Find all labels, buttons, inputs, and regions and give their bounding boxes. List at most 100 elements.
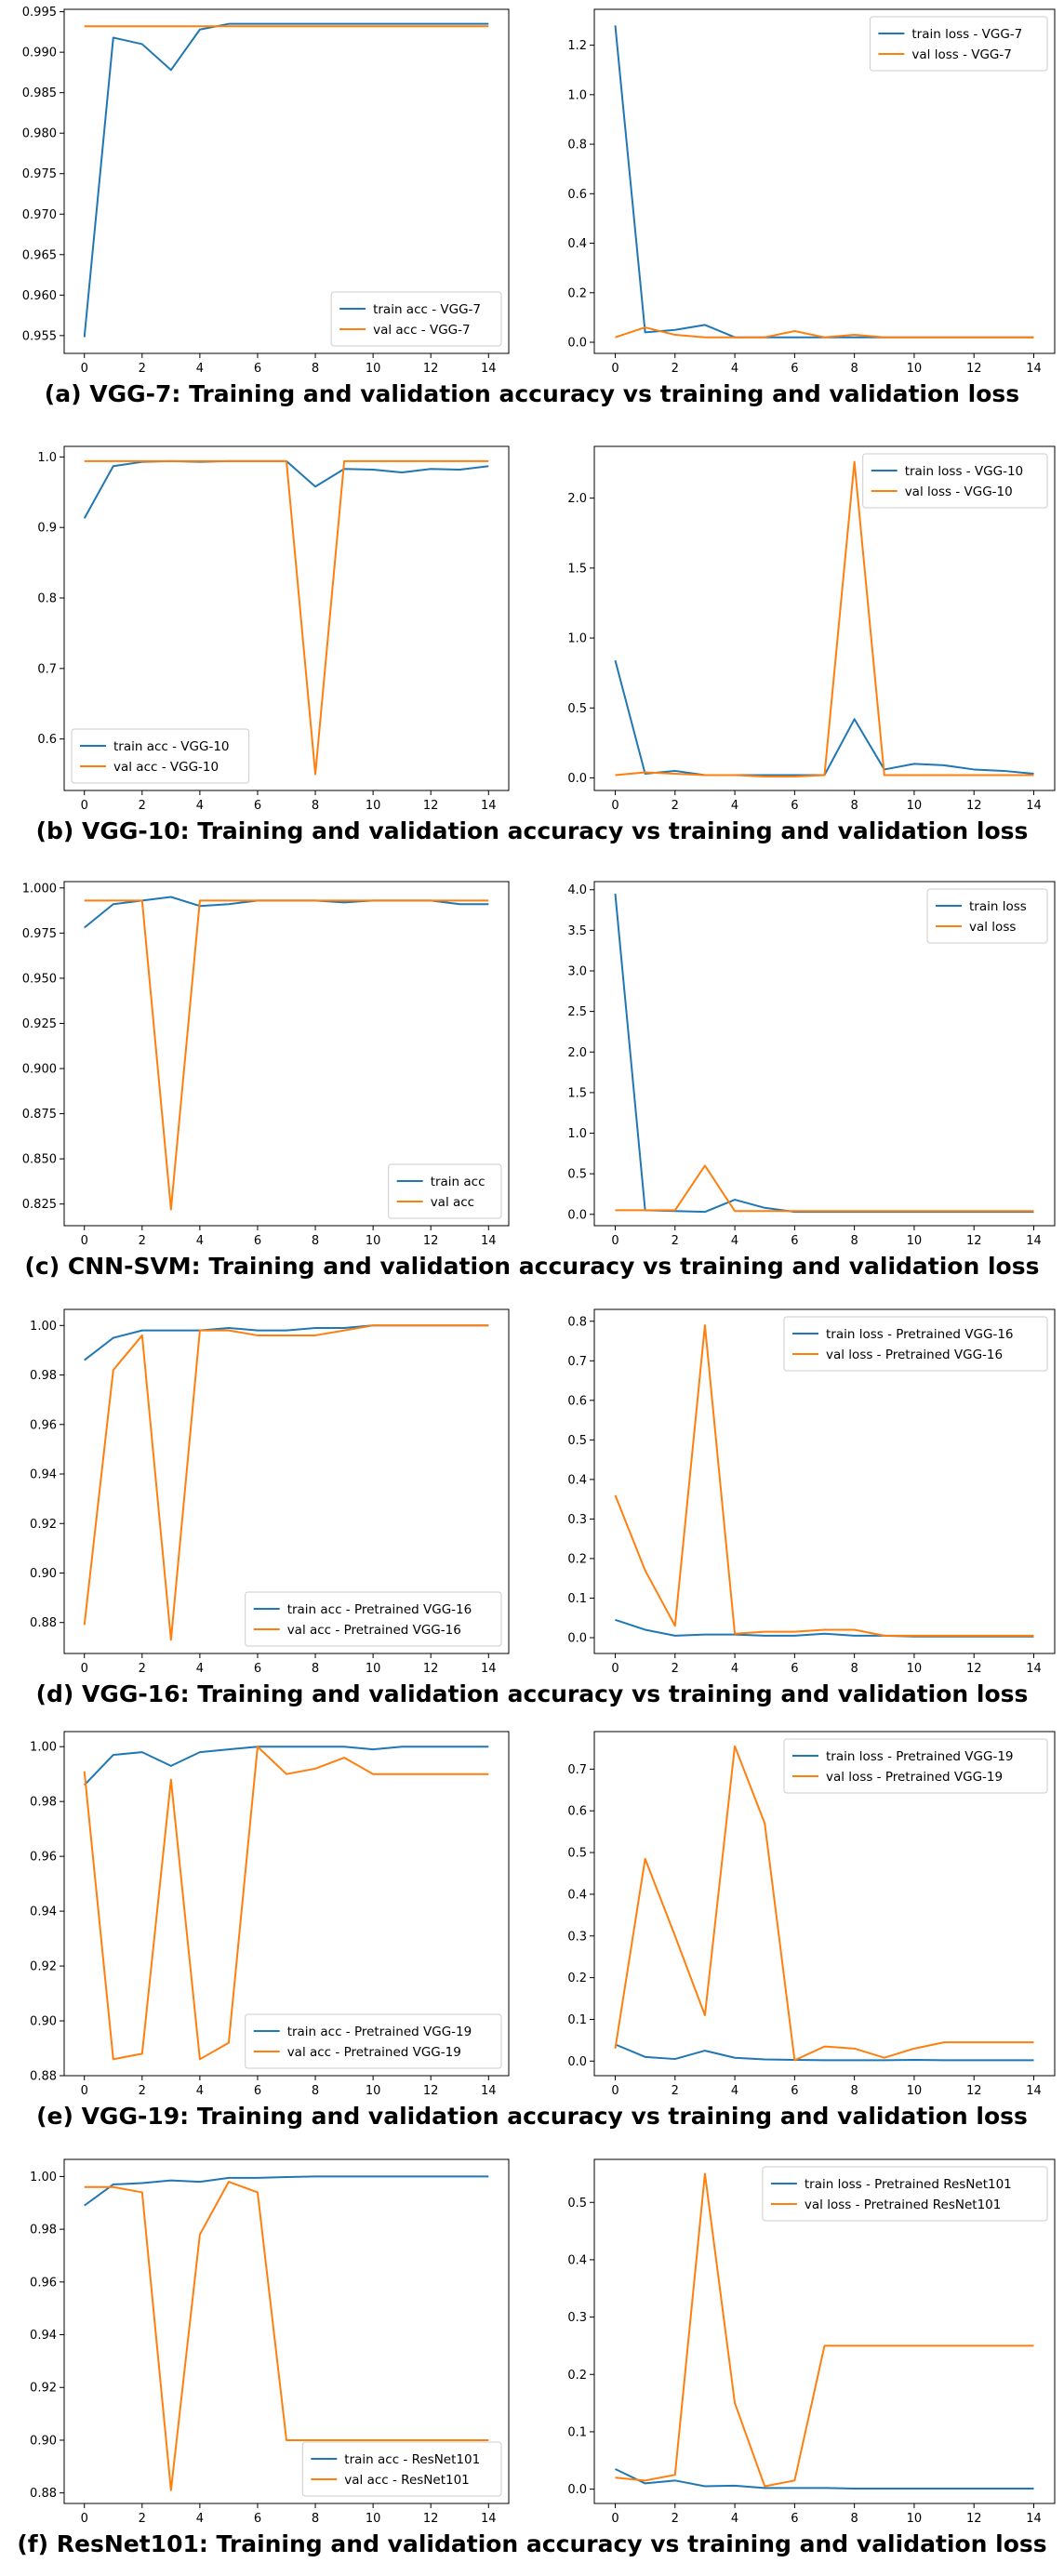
row1-loss-xtick-label: 8	[851, 799, 858, 813]
row5-loss-xtick-label: 14	[1026, 2512, 1042, 2526]
row1-acc-chart: 0 2 4 6 8 10 12 14 0.6 0.7 0.8 0.9 1.0 train acc - VG…	[37, 445, 510, 813]
row5-loss-xtick-label: 2	[672, 2512, 679, 2526]
row0-acc-ytick-label: 0.990	[22, 46, 57, 60]
row1-loss-series-train	[614, 659, 1034, 777]
row4-loss-ytick-label: 0.3	[567, 1930, 587, 1944]
row5-acc-legend-box	[301, 2441, 502, 2497]
row5-acc-series-val	[84, 2181, 489, 2491]
row0-loss-plot-frame	[593, 8, 1056, 354]
row2-loss-xtick-label: 2	[672, 1234, 679, 1248]
row3-loss-xtick-label: 10	[907, 1662, 923, 1676]
row5-loss-xtick-label: 4	[731, 2512, 738, 2526]
row4-loss-series-train	[615, 2043, 1034, 2062]
row3-acc-legend-box	[245, 1591, 502, 1647]
row0-acc-ytick-label: 0.955	[22, 329, 57, 343]
row2-loss-ytick-label: 0.5	[567, 1168, 587, 1182]
row2-loss-legend-box	[926, 888, 1048, 944]
row4-loss-legend-label-val: val loss - Pretrained VGG-19	[826, 1770, 1003, 1785]
row4-loss-xtick-label: 0	[611, 2084, 618, 2098]
row4-acc-legend-label-train: train acc - Pretrained VGG-19	[287, 2025, 472, 2039]
row5-acc-legend-label-train: train acc - ResNet101	[344, 2452, 480, 2467]
row2-loss-ytick-label: 1.0	[567, 1127, 587, 1141]
row0-acc-legend-box	[330, 291, 502, 347]
row3-acc-ytick-label: 0.96	[30, 1418, 57, 1432]
row3-acc-ytick-label: 0.92	[30, 1518, 57, 1532]
row4-loss-ytick-label: 0.6	[567, 1805, 587, 1819]
row3-loss-series-train	[615, 1618, 1034, 1638]
row0-acc-xtick-label: 12	[423, 362, 439, 376]
row0-acc-legend: train acc - VGG-7 val acc - VGG-7	[330, 291, 502, 347]
row3-acc-xtick-label: 10	[366, 1662, 381, 1676]
row5-acc-ytick-label: 0.96	[30, 2276, 57, 2290]
row4-acc-ytick-label: 0.96	[30, 1851, 57, 1865]
row3-loss-xtick-label: 8	[851, 1662, 858, 1676]
row3-acc-chart: 0 2 4 6 8 10 12 14 0.88 0.90 0.92 0.94 0.96 0.98 1.00 t…	[30, 1308, 510, 1676]
row1-loss-xtick-label: 0	[611, 799, 618, 813]
row1-acc-ytick-label: 0.8	[37, 592, 57, 606]
row5-loss-ytick-label: 0.1	[567, 2425, 587, 2439]
row0-acc-legend-label-val: val acc - VGG-7	[373, 323, 471, 338]
row3-loss-ytick-label: 0.1	[567, 1592, 587, 1606]
row3-loss-ytick-label: 0.5	[567, 1434, 587, 1448]
row4-loss-ytick-label: 0.4	[567, 1888, 587, 1902]
row4-acc-plot-frame	[63, 1731, 510, 2077]
row1-acc-legend-label-val: val acc - VGG-10	[113, 760, 219, 775]
row0-loss-legend: train loss - VGG-7 val loss - VGG-7	[869, 16, 1048, 72]
row2-acc-xtick-label: 14	[481, 1234, 497, 1248]
row2-loss-chart: 0 2 4 6 8 10 12 14 0.0 0.5 1.0 1.5 2.0 2.5 3.0 3.5 4.0 tr…	[567, 881, 1056, 1248]
row3-loss-legend-label-train: train loss - Pretrained VGG-16	[826, 1327, 1014, 1342]
row4-acc-ytick-label: 0.92	[30, 1960, 57, 1974]
row0-acc-ytick-label: 0.980	[22, 127, 57, 141]
row0-acc-xtick-label: 6	[254, 362, 261, 376]
row3-acc-plot-frame	[63, 1308, 510, 1654]
row0-acc-ytick-label: 0.975	[22, 167, 57, 181]
row2-acc-xtick-label: 10	[366, 1234, 381, 1248]
row2-acc-xtick-label: 4	[196, 1234, 204, 1248]
row5-loss-series-train	[615, 2468, 1034, 2490]
row1-acc-xtick-label: 6	[254, 799, 261, 813]
row0-acc-xtick-label: 2	[139, 362, 146, 376]
row0-loss-xtick-label: 4	[731, 362, 738, 376]
row0-loss-legend-label-val: val loss - VGG-7	[911, 47, 1011, 62]
row3-loss-xtick-label: 2	[672, 1662, 679, 1676]
row0-acc-xtick-label: 0	[81, 362, 88, 376]
row1-loss-ytick-label: 2.0	[567, 492, 587, 506]
row3-loss-plot-frame	[593, 1308, 1056, 1654]
row1-acc-ytick-label: 1.0	[37, 451, 57, 465]
row3-acc-xtick-label: 2	[139, 1662, 146, 1676]
row5-loss-ytick-label: 0.5	[567, 2197, 587, 2211]
row5-acc-xtick-label: 2	[139, 2512, 146, 2526]
row5-loss-plot-frame	[593, 2158, 1056, 2504]
row2-acc-xtick-label: 2	[139, 1234, 146, 1248]
row4-acc-xtick-label: 2	[139, 2084, 146, 2098]
row5-loss-legend-box	[762, 2166, 1048, 2222]
row4-loss-ytick-label: 0.0	[567, 2055, 587, 2069]
row4-acc-chart: 0 2 4 6 8 10 12 14 0.88 0.90 0.92 0.94 0.96 0.98 1.00 t…	[30, 1731, 510, 2098]
row2-loss-ytick-label: 4.0	[567, 883, 587, 897]
row5-loss-chart: 0 2 4 6 8 10 12 14 0.0 0.1 0.2 0.3 0.4 0.5 train loss …	[567, 2158, 1056, 2526]
row4-acc-legend-label-val: val acc - Pretrained VGG-19	[287, 2045, 461, 2060]
row1-acc-xtick-label: 2	[139, 799, 146, 813]
row1-loss-xtick-label: 2	[672, 799, 679, 813]
row3-acc-series-train	[84, 1324, 489, 1361]
row0-loss-ytick-label: 0.0	[567, 337, 587, 351]
row0-loss-ytick-label: 0.2	[567, 286, 587, 300]
row1-loss-xtick-label: 12	[966, 799, 982, 813]
row1-loss-series-val	[615, 460, 1034, 777]
row4-loss-xtick-label: 10	[907, 2084, 923, 2098]
row5-loss-xtick-label: 12	[966, 2512, 982, 2526]
row0-loss-series-val	[615, 326, 1034, 339]
row0-acc-xtick-label: 8	[312, 362, 319, 376]
row3-loss-ytick-label: 0.8	[567, 1315, 587, 1329]
row5-loss-xtick-label: 10	[907, 2512, 923, 2526]
row3-acc-xtick-label: 0	[81, 1662, 88, 1676]
row3-acc-legend: train acc - Pretrained VGG-16 val acc - P…	[245, 1591, 502, 1647]
row3-loss-xtick-label: 12	[966, 1662, 982, 1676]
row2-acc-ytick-label: 1.000	[22, 882, 57, 896]
row1-loss-ytick-label: 0.0	[567, 772, 587, 786]
row0-loss-legend-label-train: train loss - VGG-7	[911, 27, 1022, 42]
row1-acc-xtick-label: 8	[312, 799, 319, 813]
row1-acc-plot-frame	[63, 445, 510, 791]
row0-loss-xtick-label: 2	[672, 362, 679, 376]
row2-acc-chart: 0 2 4 6 8 10 12 14 0.825 0.850 0.875 0.900 0.925 0.95…	[22, 881, 510, 1248]
